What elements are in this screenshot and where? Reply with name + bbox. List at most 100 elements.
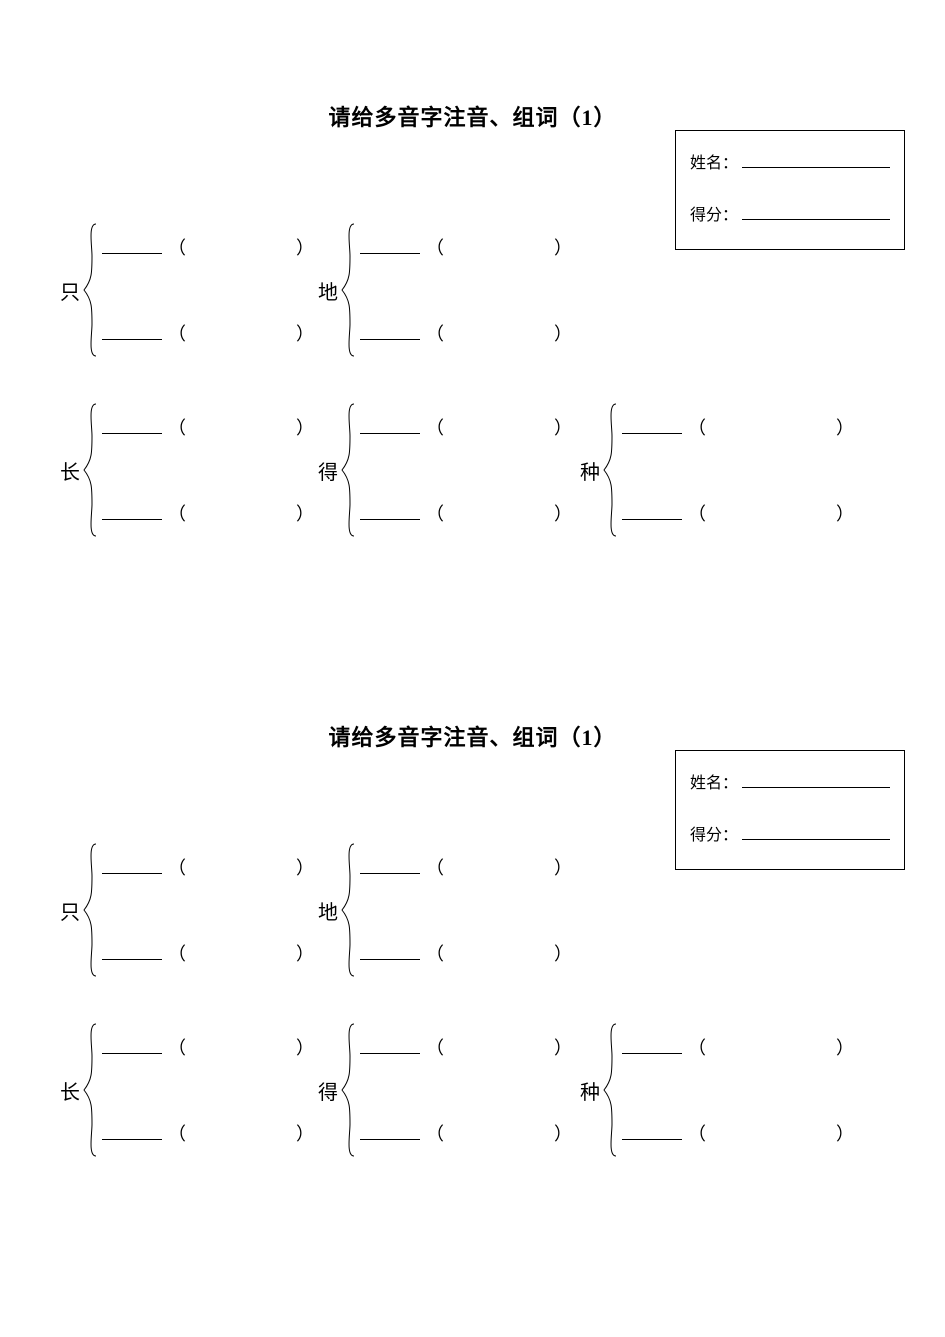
score-blank-line[interactable] xyxy=(742,204,890,220)
pinyin-blank[interactable] xyxy=(360,322,420,340)
paren-open: （ xyxy=(426,940,444,966)
pronunciation-slots: （） （） xyxy=(102,1030,314,1150)
score-blank-line[interactable] xyxy=(742,824,890,840)
pronunciation-slots: （）（） xyxy=(360,230,572,350)
polyphone-entry: 得 （） （） xyxy=(318,400,572,540)
pinyin-blank[interactable] xyxy=(622,502,682,520)
pinyin-blank[interactable] xyxy=(360,856,420,874)
pinyin-blank[interactable] xyxy=(102,856,162,874)
left-brace-icon xyxy=(82,402,98,538)
pronunciation-slots: （ ） （ ） xyxy=(102,410,314,530)
pronunciation-slot: （） xyxy=(102,1120,314,1146)
pronunciation-slot: （） xyxy=(360,940,572,966)
pronunciation-slot: （） xyxy=(622,500,854,526)
paren-open: （ xyxy=(426,1034,444,1060)
paren-open: （ xyxy=(688,500,706,526)
pinyin-blank[interactable] xyxy=(360,1122,420,1140)
left-brace-icon xyxy=(340,402,356,538)
pinyin-blank[interactable] xyxy=(102,942,162,960)
pinyin-blank[interactable] xyxy=(360,502,420,520)
polyphone-entry: 地（）（） xyxy=(318,840,572,980)
left-brace-icon xyxy=(602,1022,618,1158)
entry-row-2: 长（）（）得（）（）种（）（） xyxy=(60,400,920,540)
paren-close: ） xyxy=(554,500,572,526)
left-brace-icon xyxy=(82,1022,98,1158)
paren-close: ） xyxy=(296,500,314,526)
pronunciation-slot: （） xyxy=(102,940,314,966)
paren-close: ） xyxy=(554,320,572,346)
pronunciation-slot: （） xyxy=(360,320,572,346)
paren-close: ） xyxy=(554,854,572,880)
paren-close: ） xyxy=(836,414,854,440)
entry-row-2: 长（）（）得（）（）种（）（） xyxy=(60,1020,920,1160)
paren-open: （ xyxy=(426,854,444,880)
name-blank-line[interactable] xyxy=(742,152,890,168)
paren-open: （ xyxy=(168,414,186,440)
pronunciation-slots: （）（） xyxy=(622,410,854,530)
paren-close: ） xyxy=(836,1120,854,1146)
paren-open: （ xyxy=(168,500,186,526)
pinyin-blank[interactable] xyxy=(102,1122,162,1140)
paren-open: （ xyxy=(168,320,186,346)
pronunciation-slots: （）（） xyxy=(360,1030,572,1150)
paren-open: （ xyxy=(168,854,186,880)
paren-open: （ xyxy=(426,234,444,260)
pinyin-blank[interactable] xyxy=(622,1036,682,1054)
paren-open: （ xyxy=(688,1120,706,1146)
pinyin-blank[interactable] xyxy=(360,942,420,960)
paren-open: （ xyxy=(168,1120,186,1146)
paren-close: ） xyxy=(296,414,314,440)
paren-open: （ xyxy=(168,1034,186,1060)
paren-close: ） xyxy=(296,320,314,346)
paren-open: （ xyxy=(426,320,444,346)
pinyin-blank[interactable] xyxy=(360,236,420,254)
pinyin-blank[interactable] xyxy=(622,1122,682,1140)
polyphone-char: 只 xyxy=(60,896,80,925)
pronunciation-slot: （） xyxy=(360,414,572,440)
left-brace-icon xyxy=(82,222,98,358)
polyphone-entry: 地（）（） xyxy=(318,220,572,360)
pronunciation-slots: （） （） xyxy=(360,410,572,530)
polyphone-entry: 得（）（） xyxy=(318,1020,572,1160)
pinyin-blank[interactable] xyxy=(360,1036,420,1054)
pronunciation-slot: （） xyxy=(102,1034,314,1060)
pronunciation-slot: （） xyxy=(622,1120,854,1146)
polyphone-char: 长 xyxy=(60,1076,80,1105)
polyphone-entry: 长 （） （） xyxy=(60,1020,314,1160)
pronunciation-slot: （） xyxy=(102,320,314,346)
name-label: 姓名： xyxy=(690,149,738,173)
pronunciation-slot: （） xyxy=(360,234,572,260)
pronunciation-slot: （） xyxy=(360,1120,572,1146)
polyphone-char: 地 xyxy=(318,276,338,305)
paren-close: ） xyxy=(554,1120,572,1146)
pinyin-blank[interactable] xyxy=(360,416,420,434)
polyphone-char: 只 xyxy=(60,276,80,305)
name-label: 姓名： xyxy=(690,769,738,793)
pinyin-blank[interactable] xyxy=(622,416,682,434)
paren-open: （ xyxy=(688,414,706,440)
polyphone-entry: 只（）（） xyxy=(60,220,314,360)
pronunciation-slot: （） xyxy=(102,234,314,260)
paren-open: （ xyxy=(688,1034,706,1060)
paren-close: ） xyxy=(296,854,314,880)
paren-close: ） xyxy=(554,1034,572,1060)
entry-row-1: 只（）（）地（）（） xyxy=(60,840,920,980)
polyphone-entry: 只（）（） xyxy=(60,840,314,980)
polyphone-char: 种 xyxy=(580,456,600,485)
polyphone-char: 长 xyxy=(60,456,80,485)
name-blank-line[interactable] xyxy=(742,772,890,788)
polyphone-entry: 种（）（） xyxy=(580,1020,854,1160)
name-row: 姓名： xyxy=(690,769,890,793)
left-brace-icon xyxy=(340,1022,356,1158)
pinyin-blank[interactable] xyxy=(102,502,162,520)
polyphone-char: 得 xyxy=(318,456,338,485)
pronunciation-slot: （） xyxy=(622,414,854,440)
pinyin-blank[interactable] xyxy=(102,416,162,434)
pronunciation-slots: （）（） xyxy=(360,850,572,970)
pinyin-blank[interactable] xyxy=(102,322,162,340)
pronunciation-slot: （） xyxy=(360,500,572,526)
paren-close: ） xyxy=(836,500,854,526)
pinyin-blank[interactable] xyxy=(102,1036,162,1054)
pinyin-blank[interactable] xyxy=(102,236,162,254)
paren-close: ） xyxy=(554,414,572,440)
